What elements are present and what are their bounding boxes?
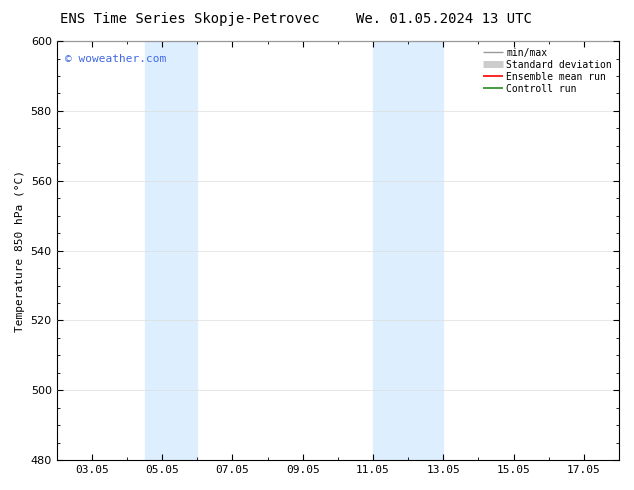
Text: We. 01.05.2024 13 UTC: We. 01.05.2024 13 UTC (356, 12, 532, 26)
Bar (373, 41, 443, 460)
Y-axis label: Temperature 850 hPa (°C): Temperature 850 hPa (°C) (15, 170, 25, 332)
Text: ENS Time Series Skopje-Petrovec: ENS Time Series Skopje-Petrovec (60, 12, 320, 26)
Legend: min/max, Standard deviation, Ensemble mean run, Controll run: min/max, Standard deviation, Ensemble me… (481, 46, 614, 96)
Bar (145, 41, 197, 460)
Text: © woweather.com: © woweather.com (65, 53, 166, 64)
